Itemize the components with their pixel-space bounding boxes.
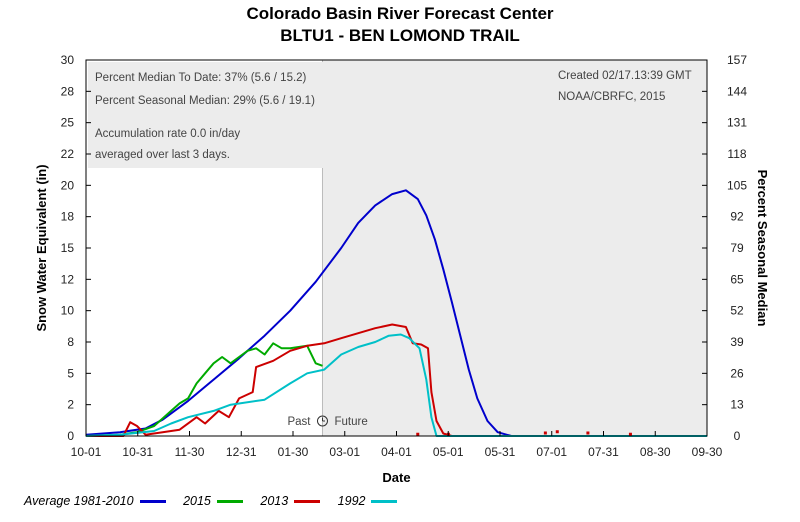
legend-label-1992: 1992 (337, 494, 366, 508)
legend-label-2013: 2013 (260, 494, 289, 508)
y2-tick-label-9: 118 (727, 147, 746, 161)
series-line-3 (85, 333, 707, 437)
y2-tick-label-5: 65 (730, 272, 744, 286)
info-accumulation-rate: Accumulation rate 0.0 in/day (95, 128, 240, 140)
trace-mark-2 (543, 431, 547, 435)
chart-title: Colorado Basin River Forecast Center (246, 4, 554, 23)
info-agency: NOAA/CBRFC, 2015 (558, 91, 665, 103)
y-tick-label-0: 0 (67, 429, 74, 443)
x-tick-label-8: 05-31 (485, 445, 516, 459)
trace-mark-3 (555, 430, 559, 434)
y2-tick-label-7: 92 (730, 210, 744, 224)
trace-mark-0 (416, 432, 420, 436)
series-line-1 (85, 342, 323, 437)
future-shading (322, 60, 707, 436)
legend-swatch-2015 (216, 500, 243, 504)
x-tick-label-4: 01-30 (278, 445, 309, 459)
x-tick-label-1: 10-31 (122, 445, 153, 459)
info-averaged-days: averaged over last 3 days. (95, 149, 230, 161)
trace-mark-5 (628, 432, 632, 436)
past-label: Past (287, 416, 311, 428)
info-seasonal-median: Percent Seasonal Median: 29% (5.6 / 19.1… (95, 95, 315, 107)
y-tick-label-6: 15 (61, 241, 75, 255)
series-line-0 (85, 189, 707, 437)
info-median-to-date: Percent Median To Date: 37% (5.6 / 15.2) (95, 72, 307, 84)
y-tick-label-3: 8 (67, 335, 74, 349)
y2-tick-label-8: 105 (727, 178, 747, 192)
info-created: Created 02/17.13:39 GMT (558, 70, 692, 82)
y-tick-label-5: 12 (61, 272, 75, 286)
y2-tick-label-11: 144 (727, 84, 747, 98)
y2-tick-label-6: 79 (730, 241, 744, 255)
y2-tick-label-2: 26 (730, 366, 744, 380)
chart-subtitle: BLTU1 - BEN LOMOND TRAIL (280, 26, 520, 45)
y-tick-label-4: 10 (61, 304, 75, 318)
legend: Average 1981-2010 2015 2013 1992 (24, 494, 411, 508)
legend-label-2015: 2015 (183, 494, 211, 508)
x-tick-label-0: 10-01 (71, 445, 102, 459)
y-tick-label-8: 20 (61, 178, 75, 192)
x-tick-label-11: 08-30 (640, 445, 671, 459)
x-tick-label-3: 12-31 (226, 445, 257, 459)
y2-tick-label-4: 52 (730, 304, 744, 318)
y2-tick-label-0: 0 (734, 429, 741, 443)
x-tick-label-10: 07-31 (588, 445, 619, 459)
x-tick-label-5: 03-01 (329, 445, 360, 459)
y-tick-label-11: 28 (61, 84, 75, 98)
y-axis-title: Snow Water Equivalent (in) (34, 164, 49, 331)
info-box-left (88, 62, 360, 168)
trace-mark-4 (586, 431, 590, 435)
y-tick-label-12: 30 (61, 53, 75, 67)
y2-tick-label-3: 39 (730, 335, 744, 349)
clock-icon (316, 415, 328, 427)
future-label: Future (334, 416, 367, 428)
legend-label-average: Average 1981-2010 (24, 494, 134, 508)
x-tick-label-2: 11-30 (175, 445, 205, 459)
y-tick-label-7: 18 (61, 210, 75, 224)
x-tick-label-6: 04-01 (381, 445, 412, 459)
y2-tick-label-1: 13 (730, 398, 744, 412)
y2-axis-title: Percent Seasonal Median (755, 170, 770, 327)
x-axis-title: Date (382, 470, 410, 485)
x-tick-label-12: 09-30 (692, 445, 723, 459)
x-tick-label-7: 05-01 (433, 445, 464, 459)
x-tick-label-9: 07-01 (536, 445, 567, 459)
legend-swatch-1992 (371, 500, 398, 504)
y-tick-label-10: 25 (61, 116, 75, 130)
y2-tick-label-12: 157 (727, 53, 747, 67)
series-line-2 (86, 323, 707, 437)
y2-tick-label-10: 131 (727, 116, 747, 130)
y-tick-label-9: 22 (61, 147, 75, 161)
info-box-right (552, 62, 706, 116)
y-tick-label-1: 2 (67, 398, 74, 412)
legend-swatch-2013 (294, 500, 321, 504)
y-tick-label-2: 5 (67, 366, 74, 380)
legend-swatch-average (139, 500, 166, 504)
